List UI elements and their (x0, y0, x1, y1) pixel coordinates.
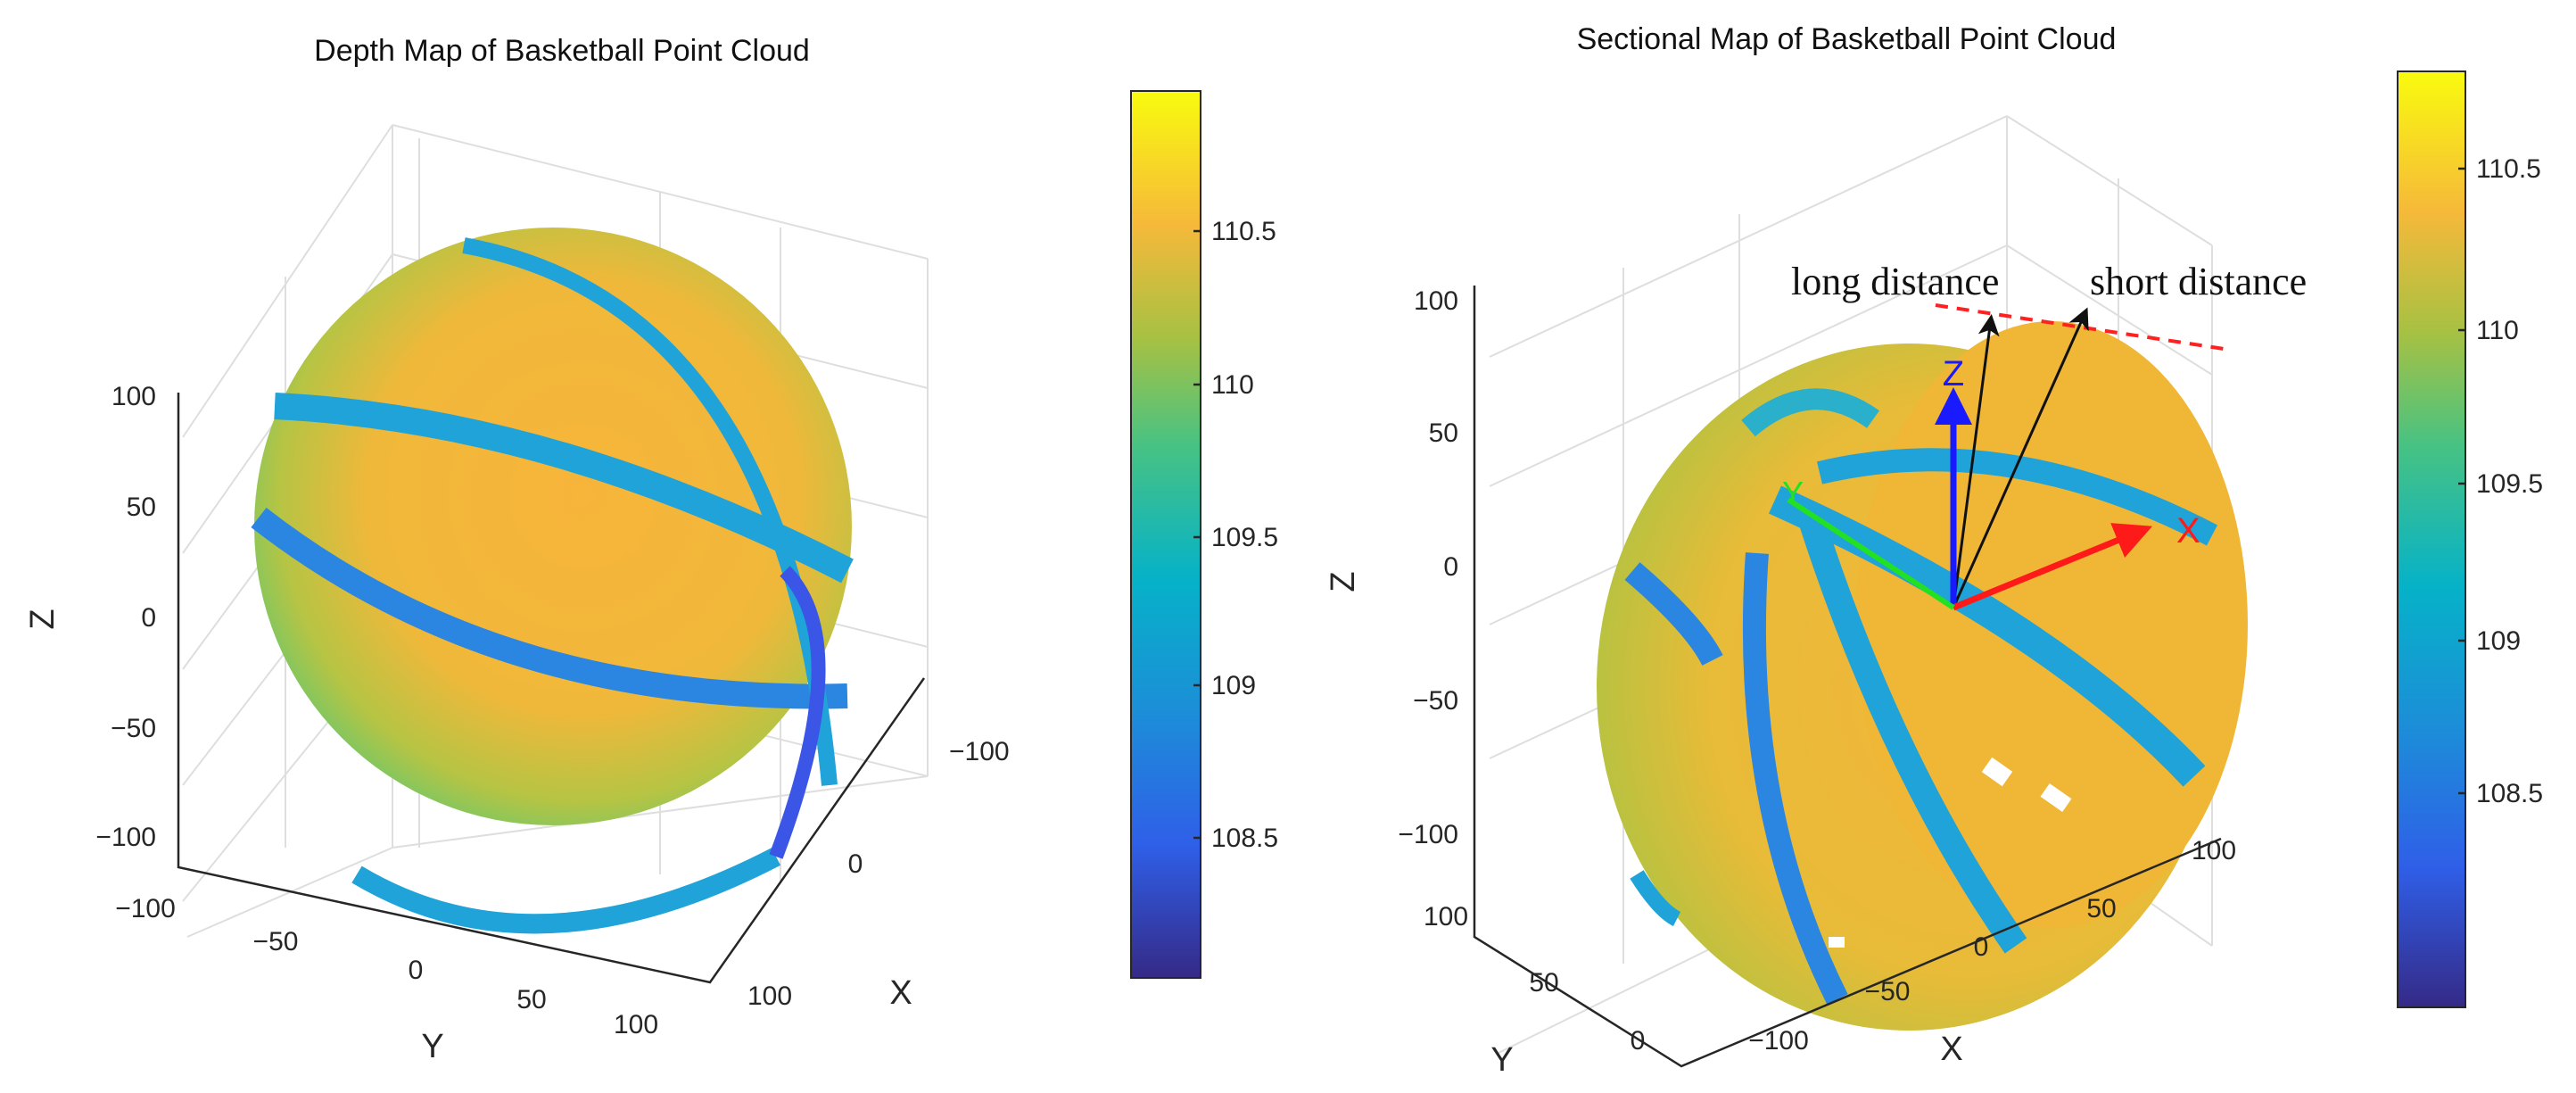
seam (251, 507, 848, 709)
colorbar-tick: 109 (2476, 626, 2521, 656)
x-tick: 100 (747, 981, 792, 1011)
x-tick: −100 (949, 737, 1010, 766)
short-distance-label: short distance (2090, 260, 2307, 303)
z-tick: −100 (95, 823, 156, 852)
x-axis-label: X (2176, 511, 2200, 551)
seam (1769, 485, 2206, 787)
left-axes (177, 393, 926, 984)
seam (1797, 513, 2027, 954)
y-tick: −100 (115, 894, 176, 923)
right-ball (1597, 321, 2248, 1031)
y-tick: −50 (253, 927, 299, 956)
left-ball (251, 228, 854, 934)
left-x-ticks: −100 0 100 (747, 737, 1010, 1011)
gap (2040, 783, 2072, 812)
y-tick: 0 (1631, 1026, 1646, 1056)
left-z-ticks: 100 50 0 −50 −100 (95, 382, 156, 852)
left-title: Depth Map of Basketball Point Cloud (314, 34, 810, 68)
y-tick: 50 (516, 985, 546, 1014)
z-axis-label: Z (1943, 354, 1964, 393)
gap (1981, 757, 2013, 787)
short-distance-arrow (1952, 307, 2089, 609)
colorbar (2397, 70, 2466, 1008)
y-label: Y (421, 1028, 443, 1065)
seam (1816, 448, 2218, 546)
x-axis-arrow (1952, 523, 2152, 611)
z-tick: 50 (127, 493, 156, 522)
y-tick: 100 (614, 1010, 658, 1039)
x-tick: −50 (1865, 977, 1911, 1006)
colorbar-tick: 108.5 (2476, 779, 2543, 808)
left-y-ticks: −100 −50 0 50 100 (115, 894, 658, 1039)
z-label: Z (1325, 571, 1362, 592)
z-tick: 0 (141, 603, 156, 633)
x-label: X (1940, 1031, 1962, 1068)
z-tick: −50 (111, 714, 156, 743)
seam (274, 393, 854, 584)
x-tick: 0 (848, 849, 863, 879)
right-colorbar: 110.5 110 109.5 109 108.5 (2397, 70, 2543, 1008)
colorbar-tick: 109 (1211, 671, 1256, 700)
z-tick: −100 (1398, 820, 1458, 849)
y-axis-arrow (1787, 497, 1955, 610)
z-tick: −50 (1413, 686, 1458, 716)
colorbar-tick: 109.5 (2476, 469, 2543, 499)
seam (769, 566, 826, 859)
left-colorbar: 110.5 110 109.5 109 108.5 (1130, 90, 1278, 979)
long-distance-arrow (1952, 314, 2000, 609)
colorbar (1130, 90, 1201, 979)
gap (1829, 937, 1845, 948)
dashed-line (1935, 303, 2231, 352)
left-plot: Depth Map of Basketball Point Cloud 100 … (24, 34, 1278, 1065)
seam (351, 848, 781, 934)
x-tick: −100 (1748, 1026, 1809, 1056)
colorbar-tick: 110.5 (2476, 154, 2541, 184)
seam (1742, 552, 1848, 1005)
x-tick: 0 (1974, 932, 1989, 962)
y-label: Y (1490, 1041, 1513, 1079)
right-plot: Sectional Map of Basketball Point Cloud (1325, 22, 2543, 1079)
x-label: X (889, 974, 912, 1012)
y-tick: 100 (1424, 902, 1468, 932)
seam (462, 237, 838, 786)
x-tick: 100 (2192, 836, 2236, 865)
seam (1630, 870, 1681, 927)
right-annotations: Z X Y long distance short distance (1782, 260, 2307, 611)
right-title: Sectional Map of Basketball Point Cloud (1577, 22, 2117, 56)
z-label: Z (24, 609, 62, 629)
y-axis-label: Y (1782, 475, 1804, 511)
long-distance-label: long distance (1791, 260, 1999, 303)
y-tick: 0 (409, 956, 424, 985)
y-tick: 50 (1529, 968, 1558, 998)
z-tick: 100 (111, 382, 156, 411)
right-x-ticks: −100 −50 0 50 100 (1748, 836, 2236, 1056)
right-z-ticks: 100 50 0 −50 −100 (1398, 286, 1458, 849)
seam (1741, 388, 1879, 437)
seam (1624, 562, 1723, 667)
section-face (1855, 321, 2248, 928)
colorbar-tick: 110.5 (1211, 217, 1276, 246)
ball-surface (254, 228, 852, 825)
x-tick: 50 (2086, 894, 2116, 923)
right-axes (1473, 286, 2222, 1068)
z-tick: 0 (1443, 552, 1458, 582)
colorbar-tick: 108.5 (1211, 824, 1278, 853)
z-tick: 100 (1414, 286, 1458, 316)
right-y-ticks: 100 50 0 (1424, 902, 1645, 1056)
colorbar-tick: 110 (1211, 370, 1254, 400)
colorbar-tick: 109.5 (1211, 523, 1278, 552)
z-tick: 50 (1429, 418, 1458, 448)
colorbar-tick: 110 (2476, 316, 2519, 345)
